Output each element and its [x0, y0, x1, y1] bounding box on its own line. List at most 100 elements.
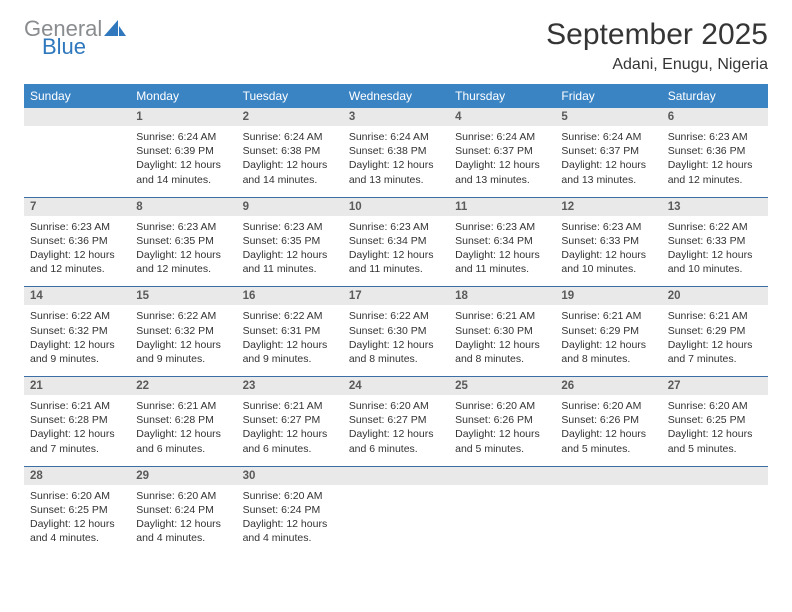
calendar-day-cell: 27Sunrise: 6:20 AMSunset: 6:25 PMDayligh… [662, 377, 768, 467]
sunset-line: Sunset: 6:30 PM [349, 325, 427, 337]
day-number [24, 108, 130, 126]
day-body: Sunrise: 6:23 AMSunset: 6:35 PMDaylight:… [237, 216, 343, 287]
day-number: 19 [555, 287, 661, 305]
daylight-line: Daylight: 12 hours and 10 minutes. [668, 249, 753, 275]
sunrise-line: Sunrise: 6:21 AM [455, 310, 535, 322]
sunset-line: Sunset: 6:27 PM [243, 414, 321, 426]
daylight-line: Daylight: 12 hours and 5 minutes. [561, 428, 646, 454]
sunrise-line: Sunrise: 6:21 AM [136, 400, 216, 412]
calendar-day-cell: 26Sunrise: 6:20 AMSunset: 6:26 PMDayligh… [555, 377, 661, 467]
day-number: 2 [237, 108, 343, 126]
daylight-line: Daylight: 12 hours and 14 minutes. [243, 159, 328, 185]
calendar-day-cell [343, 466, 449, 555]
sunrise-line: Sunrise: 6:20 AM [243, 490, 323, 502]
calendar-day-cell: 1Sunrise: 6:24 AMSunset: 6:39 PMDaylight… [130, 108, 236, 197]
sunrise-line: Sunrise: 6:23 AM [561, 221, 641, 233]
day-number: 9 [237, 198, 343, 216]
calendar-day-cell: 15Sunrise: 6:22 AMSunset: 6:32 PMDayligh… [130, 287, 236, 377]
day-body: Sunrise: 6:22 AMSunset: 6:32 PMDaylight:… [24, 305, 130, 376]
day-body [662, 485, 768, 541]
calendar-day-cell: 2Sunrise: 6:24 AMSunset: 6:38 PMDaylight… [237, 108, 343, 197]
daylight-line: Daylight: 12 hours and 12 minutes. [668, 159, 753, 185]
daylight-line: Daylight: 12 hours and 9 minutes. [30, 339, 115, 365]
sunset-line: Sunset: 6:37 PM [455, 145, 533, 157]
day-number: 10 [343, 198, 449, 216]
daylight-line: Daylight: 12 hours and 5 minutes. [668, 428, 753, 454]
day-body: Sunrise: 6:24 AMSunset: 6:37 PMDaylight:… [555, 126, 661, 197]
daylight-line: Daylight: 12 hours and 4 minutes. [243, 518, 328, 544]
calendar-day-cell: 28Sunrise: 6:20 AMSunset: 6:25 PMDayligh… [24, 466, 130, 555]
sunrise-line: Sunrise: 6:20 AM [136, 490, 216, 502]
sunset-line: Sunset: 6:24 PM [136, 504, 214, 516]
daylight-line: Daylight: 12 hours and 11 minutes. [243, 249, 328, 275]
day-body: Sunrise: 6:24 AMSunset: 6:39 PMDaylight:… [130, 126, 236, 197]
daylight-line: Daylight: 12 hours and 9 minutes. [136, 339, 221, 365]
calendar-week-row: 21Sunrise: 6:21 AMSunset: 6:28 PMDayligh… [24, 377, 768, 467]
daylight-line: Daylight: 12 hours and 7 minutes. [668, 339, 753, 365]
day-body: Sunrise: 6:23 AMSunset: 6:34 PMDaylight:… [449, 216, 555, 287]
daylight-line: Daylight: 12 hours and 12 minutes. [30, 249, 115, 275]
calendar-day-cell: 18Sunrise: 6:21 AMSunset: 6:30 PMDayligh… [449, 287, 555, 377]
sunrise-line: Sunrise: 6:24 AM [136, 131, 216, 143]
calendar-day-cell: 29Sunrise: 6:20 AMSunset: 6:24 PMDayligh… [130, 466, 236, 555]
sunrise-line: Sunrise: 6:20 AM [455, 400, 535, 412]
sunset-line: Sunset: 6:25 PM [668, 414, 746, 426]
day-body: Sunrise: 6:20 AMSunset: 6:26 PMDaylight:… [449, 395, 555, 466]
day-number: 13 [662, 198, 768, 216]
sunrise-line: Sunrise: 6:20 AM [668, 400, 748, 412]
sunrise-line: Sunrise: 6:23 AM [455, 221, 535, 233]
day-number: 11 [449, 198, 555, 216]
calendar-day-cell [449, 466, 555, 555]
calendar-day-cell: 13Sunrise: 6:22 AMSunset: 6:33 PMDayligh… [662, 197, 768, 287]
weekday-header: Saturday [662, 84, 768, 108]
daylight-line: Daylight: 12 hours and 4 minutes. [136, 518, 221, 544]
calendar-day-cell: 9Sunrise: 6:23 AMSunset: 6:35 PMDaylight… [237, 197, 343, 287]
logo-text-blue: Blue [42, 36, 86, 58]
calendar-week-row: 28Sunrise: 6:20 AMSunset: 6:25 PMDayligh… [24, 466, 768, 555]
daylight-line: Daylight: 12 hours and 13 minutes. [349, 159, 434, 185]
day-body: Sunrise: 6:20 AMSunset: 6:24 PMDaylight:… [237, 485, 343, 556]
calendar-day-cell: 4Sunrise: 6:24 AMSunset: 6:37 PMDaylight… [449, 108, 555, 197]
day-body: Sunrise: 6:20 AM Sunset: 6:24 PM Daylight:… [130, 485, 236, 556]
day-number: 28 [24, 467, 130, 485]
sunrise-line: Sunrise: 6:24 AM [243, 131, 323, 143]
day-body: Sunrise: 6:23 AMSunset: 6:35 PMDaylight:… [130, 216, 236, 287]
month-title: September 2025 [546, 18, 768, 52]
calendar-day-cell: 12Sunrise: 6:23 AMSunset: 6:33 PMDayligh… [555, 197, 661, 287]
sunset-line: Sunset: 6:33 PM [668, 235, 746, 247]
sunrise-line: Sunrise: 6:23 AM [349, 221, 429, 233]
calendar-body: 1Sunrise: 6:24 AMSunset: 6:39 PMDaylight… [24, 108, 768, 555]
day-body: Sunrise: 6:20 AMSunset: 6:27 PMDaylight:… [343, 395, 449, 466]
daylight-line: Daylight: 12 hours and 8 minutes. [455, 339, 540, 365]
title-block: September 2025 Adani, Enugu, Nigeria [546, 18, 768, 74]
sunset-line: Sunset: 6:38 PM [349, 145, 427, 157]
calendar-day-cell: 30Sunrise: 6:20 AMSunset: 6:24 PMDayligh… [237, 466, 343, 555]
day-number: 5 [555, 108, 661, 126]
calendar-day-cell: 8Sunrise: 6:23 AMSunset: 6:35 PMDaylight… [130, 197, 236, 287]
sunset-line: Sunset: 6:36 PM [668, 145, 746, 157]
sunrise-line: Sunrise: 6:24 AM [349, 131, 429, 143]
sunrise-line: Sunrise: 6:22 AM [243, 310, 323, 322]
day-body [555, 485, 661, 541]
calendar-day-cell: 17Sunrise: 6:22 AMSunset: 6:30 PMDayligh… [343, 287, 449, 377]
calendar-day-cell: 5Sunrise: 6:24 AMSunset: 6:37 PMDaylight… [555, 108, 661, 197]
weekday-header-row: SundayMondayTuesdayWednesdayThursdayFrid… [24, 84, 768, 108]
sunset-line: Sunset: 6:33 PM [561, 235, 639, 247]
day-number: 30 [237, 467, 343, 485]
day-body: Sunrise: 6:24 AM Sunset: 6:38 PM Daylight:… [343, 126, 449, 197]
daylight-line: Daylight: 12 hours and 4 minutes. [30, 518, 115, 544]
calendar-day-cell: 23Sunrise: 6:21 AMSunset: 6:27 PMDayligh… [237, 377, 343, 467]
sunrise-line: Sunrise: 6:24 AM [561, 131, 641, 143]
day-body: Sunrise: 6:22 AMSunset: 6:31 PMDaylight:… [237, 305, 343, 376]
day-number [555, 467, 661, 485]
calendar-week-row: 14Sunrise: 6:22 AMSunset: 6:32 PMDayligh… [24, 287, 768, 377]
sunset-line: Sunset: 6:27 PM [349, 414, 427, 426]
day-number: 4 [449, 108, 555, 126]
day-number: 15 [130, 287, 236, 305]
weekday-header: Sunday [24, 84, 130, 108]
weekday-header: Friday [555, 84, 661, 108]
day-body: Sunrise: 6:21 AMSunset: 6:28 PMDaylight:… [24, 395, 130, 466]
page-header: General Blue September 2025 Adani, Enugu… [24, 18, 768, 74]
day-body: Sunrise: 6:21 AMSunset: 6:30 PMDaylight:… [449, 305, 555, 376]
sunset-line: Sunset: 6:36 PM [30, 235, 108, 247]
